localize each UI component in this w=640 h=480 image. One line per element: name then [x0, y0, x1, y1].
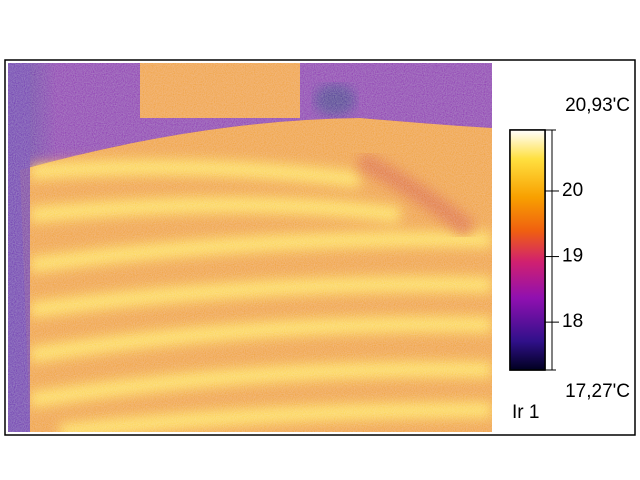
tick-label: 20 [562, 180, 583, 201]
tick-label: 19 [562, 246, 583, 267]
color-bar [509, 129, 546, 371]
thermal-image [8, 63, 492, 432]
tick-label: 18 [562, 311, 583, 332]
min-temperature: 17,27'C [565, 381, 630, 402]
max-temperature: 20,93'C [565, 95, 630, 116]
image-label: Ir 1 [512, 402, 539, 423]
